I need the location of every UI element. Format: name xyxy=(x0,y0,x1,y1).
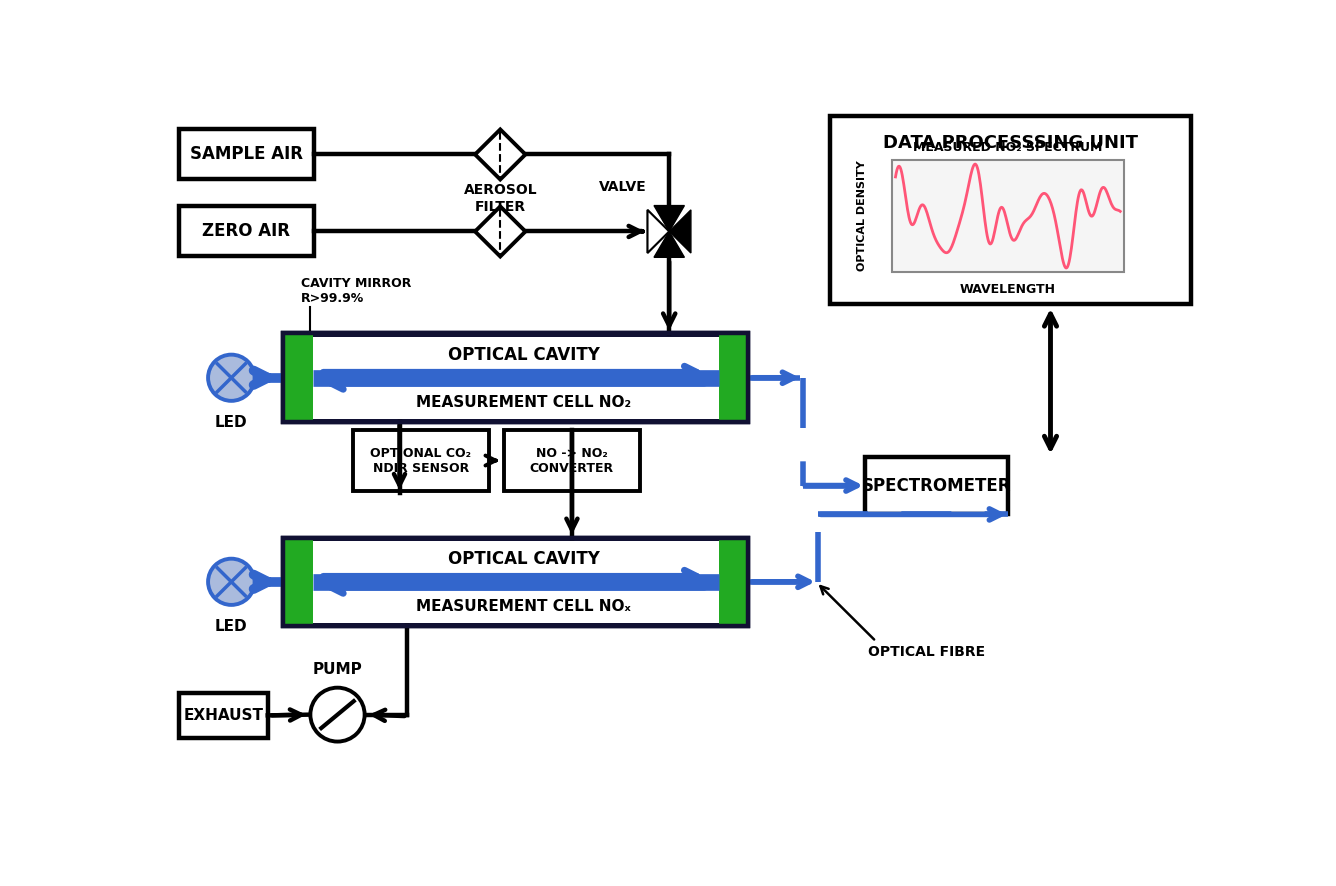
Bar xyxy=(891,160,1124,272)
Text: VALVE: VALVE xyxy=(599,180,647,193)
Text: SAMPLE AIR: SAMPLE AIR xyxy=(190,145,303,163)
Text: NO -> NO₂
CONVERTER: NO -> NO₂ CONVERTER xyxy=(530,447,615,475)
Bar xyxy=(353,430,489,492)
Text: OPTICAL CAVITY: OPTICAL CAVITY xyxy=(448,550,600,568)
Circle shape xyxy=(208,354,255,400)
Text: LED: LED xyxy=(215,618,247,633)
Text: CAVITY MIRROR
R>99.9%: CAVITY MIRROR R>99.9% xyxy=(301,277,411,305)
Bar xyxy=(179,206,314,256)
Text: MEASUREMENT CELL NOₓ: MEASUREMENT CELL NOₓ xyxy=(415,599,631,614)
Bar xyxy=(179,129,314,180)
Bar xyxy=(719,538,748,626)
Text: OPTIONAL CO₂
NDIR SENSOR: OPTIONAL CO₂ NDIR SENSOR xyxy=(370,447,472,475)
Bar xyxy=(504,430,640,492)
Bar xyxy=(283,333,748,422)
Bar xyxy=(283,333,748,422)
Text: SPECTROMETER: SPECTROMETER xyxy=(862,477,1011,494)
Bar xyxy=(830,115,1190,304)
Text: WAVELENGTH: WAVELENGTH xyxy=(959,283,1055,296)
Bar xyxy=(283,538,748,626)
Polygon shape xyxy=(648,210,669,253)
Polygon shape xyxy=(476,206,525,256)
Text: MEASUREMENT CELL NO₂: MEASUREMENT CELL NO₂ xyxy=(415,395,631,410)
Text: DATA PROCESSSING UNIT: DATA PROCESSSING UNIT xyxy=(883,134,1138,152)
Circle shape xyxy=(208,559,255,605)
Bar xyxy=(313,337,719,419)
Polygon shape xyxy=(476,129,525,180)
Text: PUMP: PUMP xyxy=(313,662,362,677)
Bar xyxy=(179,693,267,738)
Text: ZERO AIR: ZERO AIR xyxy=(203,222,290,240)
Bar xyxy=(313,540,719,623)
Text: EXHAUST: EXHAUST xyxy=(183,708,263,723)
Bar xyxy=(864,456,1007,515)
Text: MEASURED NO₂ SPECTRUM: MEASURED NO₂ SPECTRUM xyxy=(914,141,1102,154)
Polygon shape xyxy=(655,231,684,257)
Bar xyxy=(719,333,748,422)
Bar xyxy=(283,538,748,626)
Text: OPTICAL FIBRE: OPTICAL FIBRE xyxy=(868,645,986,659)
Bar xyxy=(283,538,313,626)
Text: OPTICAL CAVITY: OPTICAL CAVITY xyxy=(448,346,600,364)
Text: LED: LED xyxy=(215,415,247,430)
Polygon shape xyxy=(669,210,691,253)
Bar xyxy=(283,333,313,422)
Text: OPTICAL DENSITY: OPTICAL DENSITY xyxy=(858,160,867,271)
Text: AEROSOL
FILTER: AEROSOL FILTER xyxy=(464,183,537,214)
Circle shape xyxy=(310,688,365,742)
Polygon shape xyxy=(648,210,669,253)
Polygon shape xyxy=(655,206,684,231)
